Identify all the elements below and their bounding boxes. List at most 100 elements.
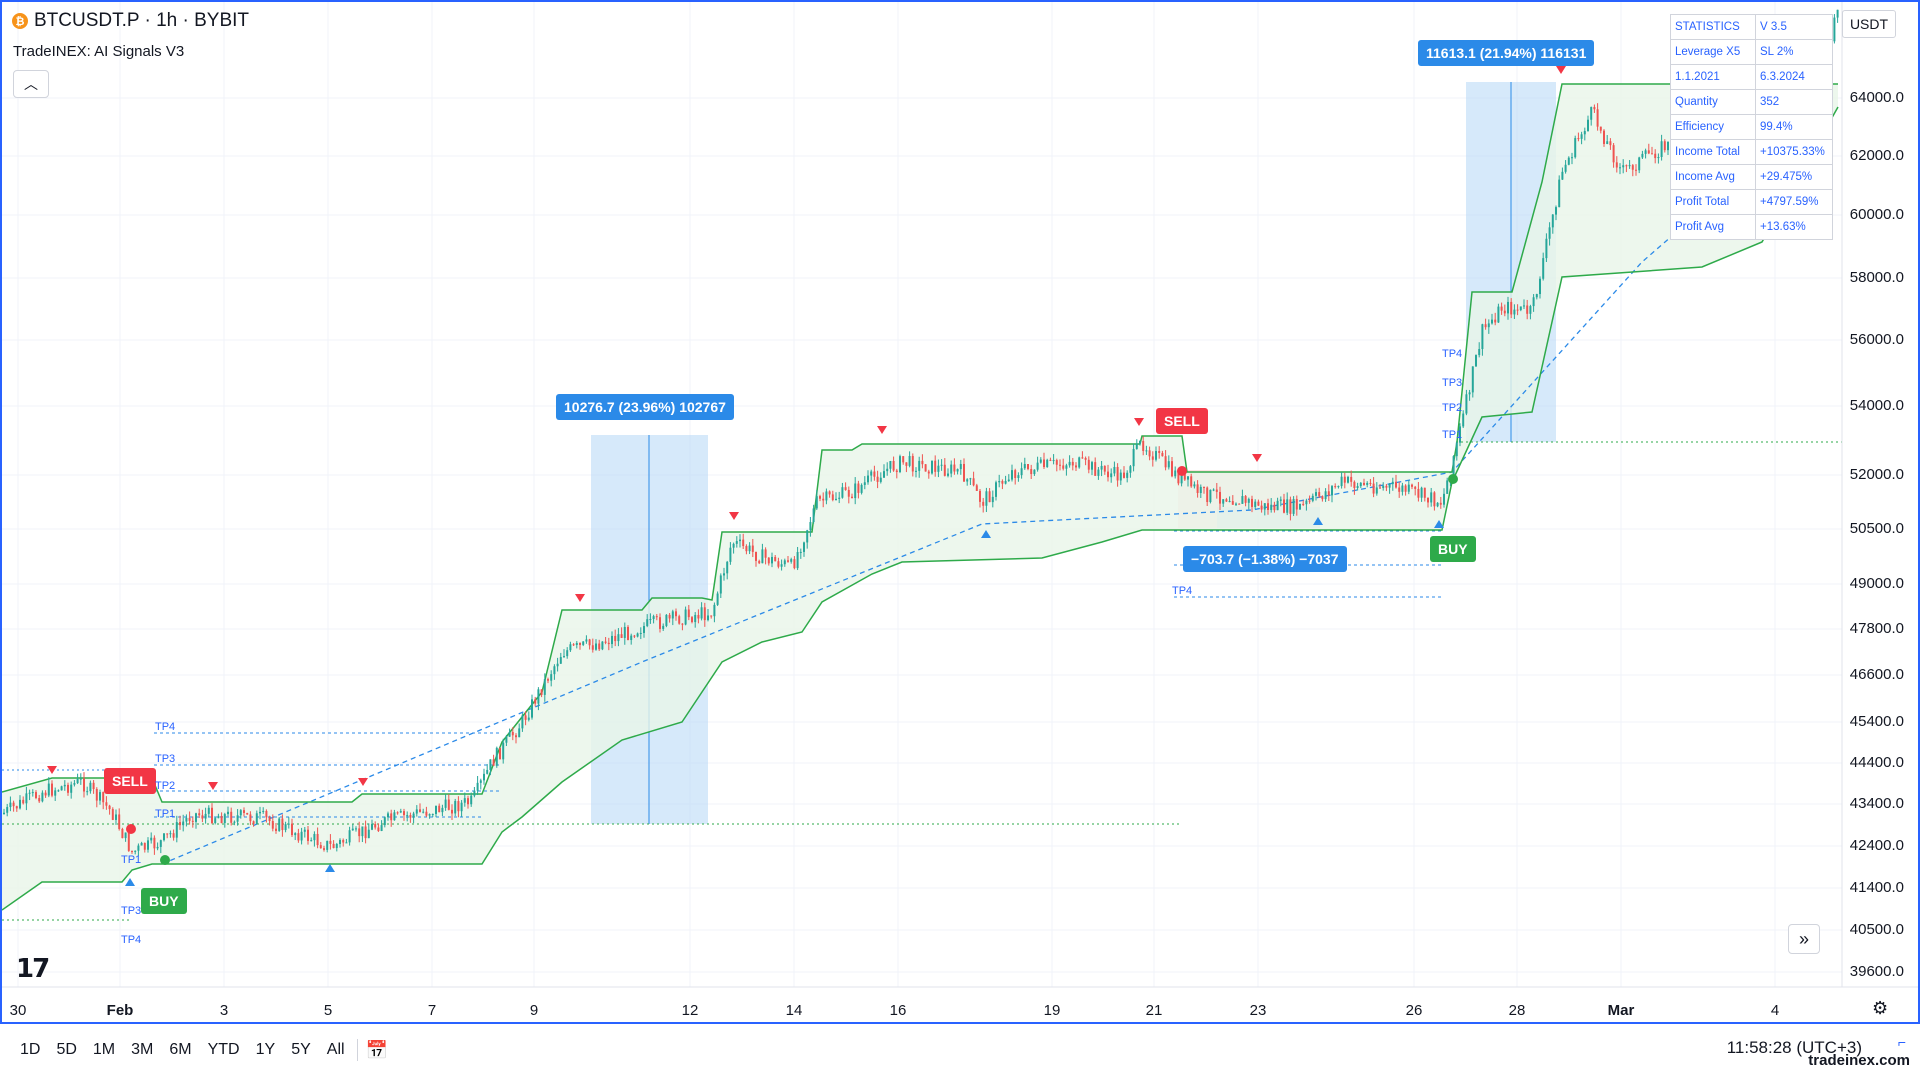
candle-body [73, 783, 76, 785]
candle-body [1468, 392, 1471, 395]
candle-body [367, 829, 370, 839]
candle-body [1043, 459, 1045, 468]
candle-body [1545, 238, 1548, 259]
time-tick: 21 [1145, 1002, 1163, 1019]
candle-body [201, 815, 204, 819]
tp-label: TP3 [1442, 377, 1463, 389]
candle-body [1340, 476, 1343, 487]
candle-body [147, 840, 149, 850]
candle-body [131, 850, 133, 852]
range-button-1d[interactable]: 1D [20, 1041, 41, 1058]
resize-icon[interactable]: ⌐ [1897, 1034, 1906, 1050]
stats-row: Efficiency 99.4% [1670, 114, 1833, 140]
candle-body [1091, 462, 1093, 470]
candle-body [815, 496, 818, 509]
candle-body [825, 491, 828, 501]
candle-body [1113, 466, 1116, 474]
candle-body [1500, 306, 1503, 311]
symbol-header[interactable]: ₿ BTCUSDT.P · 1h · BYBIT [12, 10, 249, 32]
chart-canvas[interactable] [2, 2, 1918, 1022]
candle-body [735, 541, 738, 544]
stats-key: Income Avg [1670, 164, 1756, 190]
candle-body [1603, 130, 1605, 144]
candle-body [163, 833, 165, 841]
candle-body [294, 833, 297, 836]
candle-body [924, 464, 927, 472]
trade-result-label: 11613.1 (21.94%) 116131 [1418, 40, 1595, 66]
candle-body [409, 815, 412, 818]
range-buttons: 1D 5D 1M 3M 6M YTD 1Y 5Y All [16, 1037, 349, 1063]
candle-body [1497, 306, 1500, 323]
candle-body [668, 614, 671, 619]
time-tick: Feb [106, 1002, 134, 1019]
candle-body [1228, 501, 1231, 503]
candle-body [553, 666, 556, 675]
candle-body [1609, 141, 1612, 146]
trade-result-label: 10276.7 (23.96%) 102767 [556, 394, 734, 420]
candle-body [748, 545, 751, 552]
collapse-button[interactable]: ︿ [13, 70, 49, 98]
candle-body [1651, 153, 1653, 155]
range-button-ytd[interactable]: YTD [207, 1041, 240, 1058]
candle-body [889, 460, 892, 469]
candle-body [1331, 486, 1333, 496]
candle-body [979, 490, 981, 502]
range-button-5y[interactable]: 5Y [291, 1041, 311, 1058]
candle-body [867, 475, 869, 483]
candle-body [348, 830, 351, 843]
range-button-1y[interactable]: 1Y [255, 1041, 276, 1058]
candle-body [870, 471, 873, 476]
candle-body [127, 832, 130, 851]
candle-body [691, 617, 693, 623]
currency-button[interactable]: USDT [1842, 10, 1896, 38]
candle-body [931, 460, 933, 474]
symbol-title[interactable]: BTCUSDT.P · 1h · BYBIT [34, 10, 250, 31]
stats-row: Profit Avg +13.63% [1670, 214, 1833, 240]
indicator-title[interactable]: TradeINEX: AI Signals V3 [13, 43, 185, 60]
tp-label: TP4 [1172, 585, 1193, 597]
candle-body [905, 462, 908, 466]
stats-key: Income Total [1670, 139, 1756, 165]
candle-body [863, 482, 866, 485]
candle-body [988, 491, 991, 503]
calendar-icon[interactable]: 📅 [365, 1039, 388, 1060]
statistics-table: STATISTICS V 3.5 Leverage X5 SL 2% 1.1.2021 6… [1670, 14, 1833, 240]
candle-body [1414, 486, 1417, 489]
candle-body [335, 844, 338, 849]
candle-body [854, 483, 857, 499]
candle-body [1212, 489, 1215, 491]
candle-body [319, 845, 322, 849]
range-button-5d[interactable]: 5D [56, 1041, 77, 1058]
candle-body [102, 792, 105, 803]
range-button-1m[interactable]: 1M [92, 1041, 116, 1058]
tradingview-logo[interactable]: 17 [16, 954, 50, 984]
candle-body [1395, 481, 1397, 488]
candle-body [1151, 456, 1154, 460]
clock[interactable]: 11:58:28 (UTC+3) [1726, 1038, 1862, 1057]
stats-value: 352 [1755, 89, 1833, 115]
candle-body [239, 810, 242, 816]
range-button-all[interactable]: All [326, 1041, 345, 1058]
candle-body [908, 456, 911, 466]
candle-body [313, 833, 316, 841]
range-button-6m[interactable]: 6M [169, 1041, 192, 1058]
price-tick: 58000.0 [1849, 269, 1904, 286]
range-button-3m[interactable]: 3M [131, 1041, 154, 1058]
candle-body [822, 498, 825, 501]
candle-body [1587, 119, 1589, 132]
double-chevron-right-icon[interactable]: » [1788, 924, 1820, 954]
candle-body [662, 625, 665, 629]
candle-body [364, 826, 367, 839]
candle-body [284, 824, 287, 831]
candle-body [351, 828, 354, 831]
candle-body [358, 828, 361, 837]
candle-body [1510, 301, 1513, 315]
candle-body [473, 790, 476, 796]
candle-body [169, 833, 172, 835]
candle-body [25, 793, 28, 804]
gear-icon[interactable]: ⚙ [1872, 998, 1889, 1018]
candle-body [1276, 500, 1279, 511]
chart-panel[interactable]: ₿ BTCUSDT.P · 1h · BYBIT TradeINEX: AI S… [0, 0, 1920, 1024]
candle-body [1235, 503, 1237, 505]
candle-body [1039, 459, 1042, 463]
